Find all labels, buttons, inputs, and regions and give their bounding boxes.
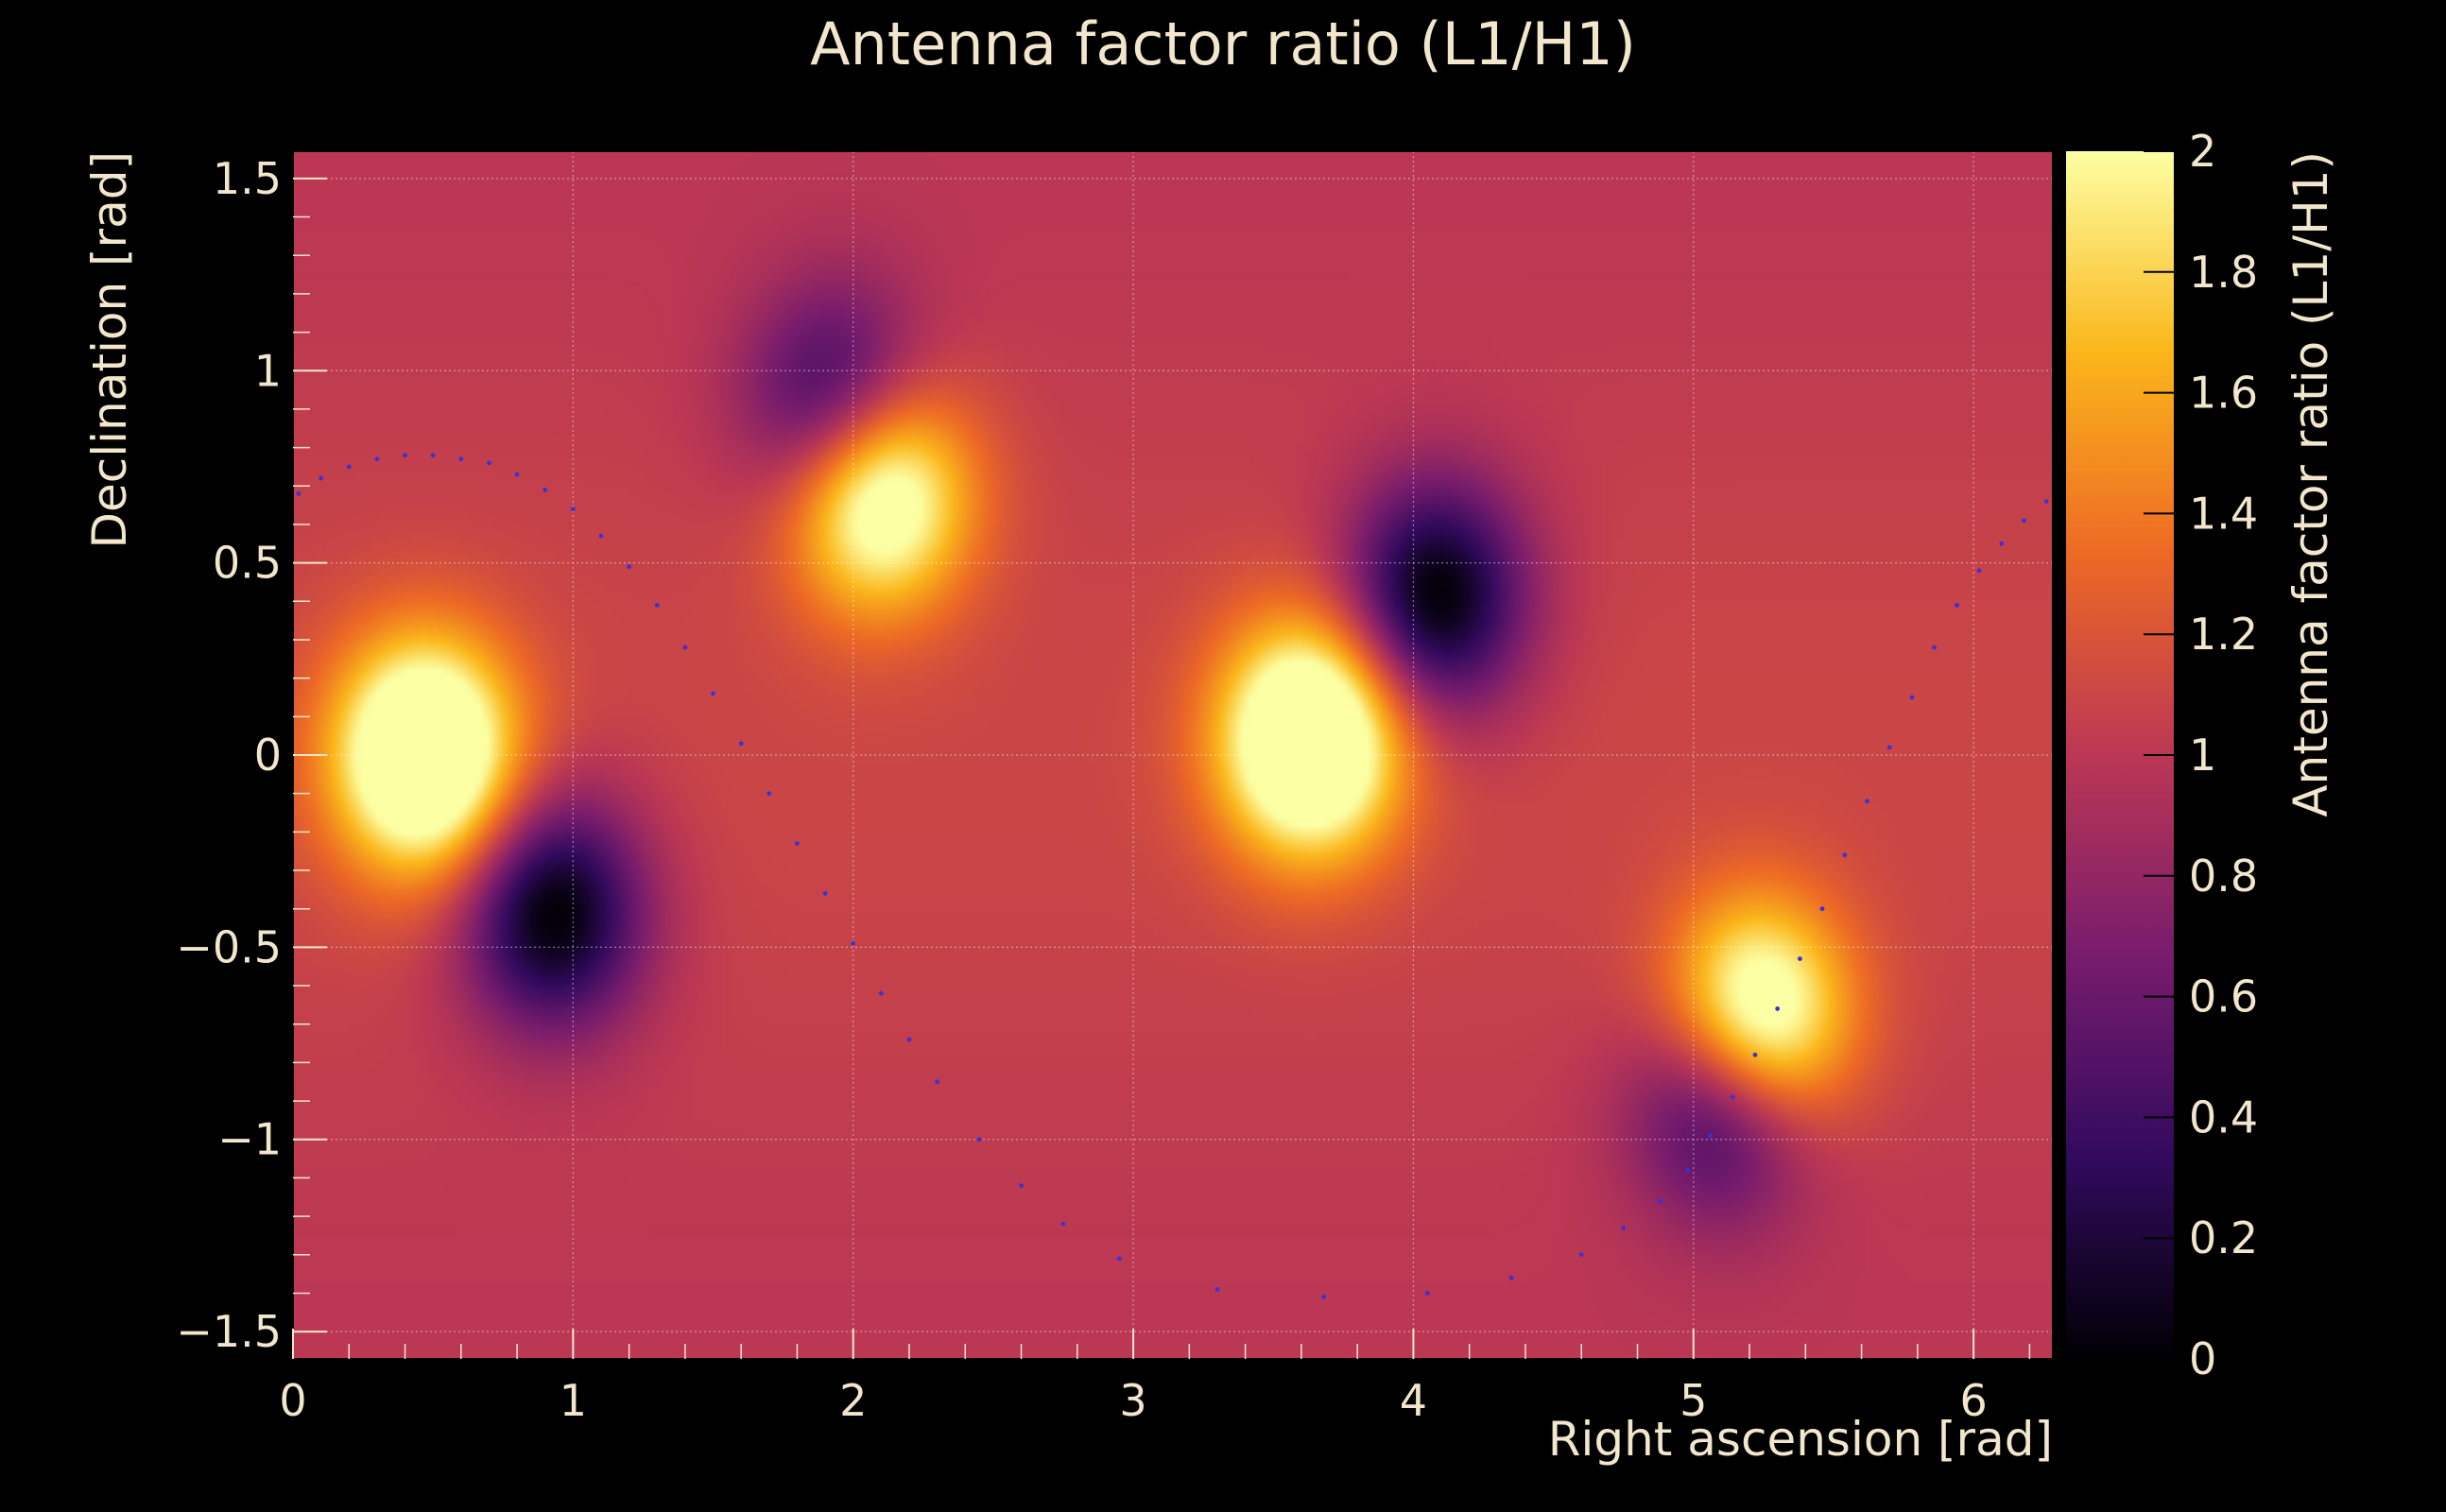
color-scale-tick-label: 1.6 xyxy=(2189,368,2258,419)
track-point xyxy=(1621,1225,1627,1230)
track-point xyxy=(487,460,491,466)
track-point xyxy=(851,940,856,946)
x-tick-label: 2 xyxy=(839,1375,867,1426)
color-scale-tick-label: 1.4 xyxy=(2189,488,2258,539)
track-point xyxy=(878,990,884,996)
track-point xyxy=(1752,1052,1758,1057)
track-point xyxy=(1865,799,1869,804)
color-scale-tick-label: 1.8 xyxy=(2189,247,2258,298)
track-point xyxy=(654,602,660,608)
track-point xyxy=(1019,1183,1024,1188)
color-scale-tick-label: 0.2 xyxy=(2189,1212,2258,1263)
x-tick-label: 4 xyxy=(1400,1375,1427,1426)
y-tick-label: 1 xyxy=(254,345,282,396)
y-axis-label: Declination [rad] xyxy=(82,151,137,548)
color-scale-tick-label: 2 xyxy=(2189,126,2216,177)
track-point xyxy=(976,1137,982,1143)
track-point xyxy=(1657,1198,1662,1204)
track-point xyxy=(1321,1295,1326,1299)
track-point xyxy=(935,1079,940,1085)
color-scale-ticks: 0 0.2 0.4 0.6 0.8 1 1.2 1.4 1.6 1.8 2 xyxy=(2144,126,2258,1384)
track-point xyxy=(1730,1094,1735,1100)
track-point xyxy=(682,644,688,650)
y-tick-label: −1 xyxy=(217,1114,282,1165)
track-point xyxy=(296,491,301,496)
y-tick-label: 1.5 xyxy=(213,153,282,204)
x-axis-label: Right ascension [rad] xyxy=(1548,1412,2053,1467)
x-tick-label: 0 xyxy=(279,1375,306,1426)
y-tick-label: −1.5 xyxy=(176,1306,282,1357)
track-point xyxy=(1932,644,1938,650)
color-scale-label: Antenna factor ratio (L1/H1) xyxy=(2283,151,2338,817)
x-tick-label: 3 xyxy=(1119,1375,1146,1426)
track-point xyxy=(1508,1275,1514,1280)
track-point xyxy=(2022,518,2026,524)
track-point xyxy=(1578,1252,1584,1258)
track-point xyxy=(822,891,828,896)
x-tick-label: 6 xyxy=(1959,1375,1987,1426)
track-point xyxy=(1116,1256,1122,1262)
color-scale-bar: 0 0.2 0.4 0.6 0.8 1 1.2 1.4 1.6 1.8 2 Antenna fact… xyxy=(2066,126,2338,1384)
color-scale-tick-label: 1 xyxy=(2189,730,2216,781)
color-scale-tick-label: 1.2 xyxy=(2189,609,2258,660)
chart-title: Antenna factor ratio (L1/H1) xyxy=(810,9,1636,78)
x-tick-label: 1 xyxy=(560,1375,587,1426)
track-point xyxy=(598,533,604,539)
color-scale-tick-label: 0 xyxy=(2189,1333,2216,1384)
heatmap-plot-area xyxy=(292,150,2054,1360)
track-point xyxy=(374,456,380,462)
color-scale-tick-label: 0.6 xyxy=(2189,971,2258,1022)
track-point xyxy=(1842,852,1848,858)
track-point xyxy=(1708,1133,1713,1139)
track-point xyxy=(795,841,800,846)
track-point xyxy=(1775,1006,1781,1011)
track-point xyxy=(1214,1286,1220,1292)
track-point xyxy=(570,507,576,512)
track-point xyxy=(1424,1291,1430,1296)
y-tick-label: 0.5 xyxy=(213,538,282,589)
track-point xyxy=(1976,568,1982,574)
track-point xyxy=(514,472,520,477)
color-scale-tick-label: 0.8 xyxy=(2189,850,2258,902)
track-point xyxy=(906,1037,912,1042)
track-point xyxy=(458,456,464,462)
track-point xyxy=(543,487,548,492)
sky-track-points xyxy=(296,453,2049,1299)
track-point xyxy=(430,453,436,458)
track-point xyxy=(1797,956,1802,961)
track-point xyxy=(767,791,772,797)
track-point xyxy=(627,564,632,570)
y-tick-label: −0.5 xyxy=(176,921,282,972)
track-point xyxy=(319,475,324,481)
track-point xyxy=(711,691,715,696)
track-point xyxy=(1819,906,1825,912)
heatmap-image xyxy=(293,151,2053,1359)
track-point xyxy=(1685,1167,1691,1173)
y-tick-label: 0 xyxy=(254,730,282,781)
track-point xyxy=(346,464,352,470)
track-point xyxy=(403,453,407,458)
x-tick-label: 5 xyxy=(1679,1375,1707,1426)
track-point xyxy=(1886,745,1892,750)
y-axis: 1.5 1 0.5 0 −0.5 −1 −1.5 xyxy=(176,153,327,1357)
track-point xyxy=(738,741,744,747)
x-axis: 0 1 2 3 4 5 6 xyxy=(279,1329,2031,1426)
track-point xyxy=(1909,695,1915,700)
track-point xyxy=(2043,499,2049,504)
track-point xyxy=(1999,541,2005,546)
track-point xyxy=(1954,602,1959,608)
track-point xyxy=(1060,1221,1066,1227)
color-scale-tick-label: 0.4 xyxy=(2189,1091,2258,1143)
